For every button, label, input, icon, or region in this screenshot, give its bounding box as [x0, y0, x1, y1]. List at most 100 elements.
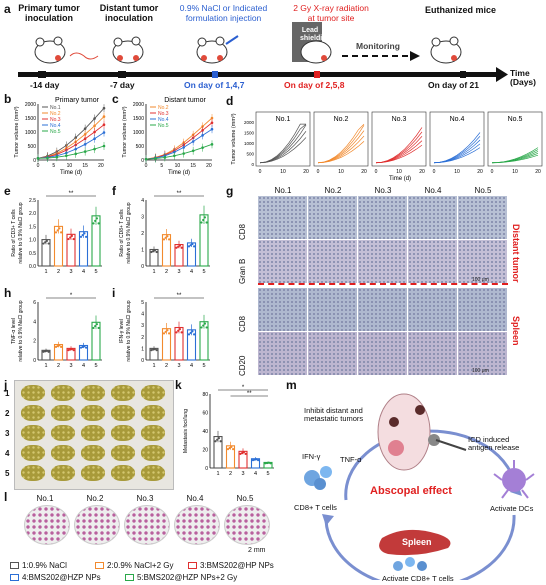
lung-specimen: [51, 405, 75, 421]
y-tick-label: 1000: [244, 141, 255, 146]
y-tick-label: 0: [33, 358, 36, 364]
monitoring-label: Monitoring: [356, 41, 400, 51]
lungs-photo: 1 2 3 4 5: [5, 380, 174, 490]
x-tick-label: 15: [190, 163, 196, 169]
data-point: [269, 462, 272, 465]
data-point: [102, 131, 106, 134]
lung-row-label: 5: [5, 469, 10, 478]
sig-marker: *: [242, 385, 245, 391]
y-axis-label: TNF-α level: [11, 318, 17, 344]
legend-item-2: 2:0.9% NaCl+2 Gy: [95, 561, 173, 570]
series-line-No.5: [145, 143, 213, 160]
scale-bar-label: 100 μm: [472, 368, 489, 374]
panel-letter-m: m: [286, 378, 297, 392]
cd8-text: CD8+ T cells: [294, 503, 337, 512]
scale-bar-label: 2 mm: [248, 547, 266, 554]
subplot-frame: [255, 111, 311, 167]
data-point: [93, 124, 96, 128]
lung-section-image: [74, 505, 120, 545]
panel-letter-f: f: [112, 184, 116, 198]
data-point: [210, 127, 214, 131]
data-point: [202, 324, 205, 327]
data-point: [193, 333, 196, 336]
x-tick-label: 5: [160, 163, 163, 169]
x-tick-label: 10: [175, 163, 181, 169]
histology-image: [408, 288, 457, 331]
y-tick-label: 2000: [244, 120, 255, 125]
data-point: [200, 326, 203, 329]
chart-title: Primary tumor: [55, 97, 100, 104]
data-point: [55, 155, 59, 159]
series-line-No.1: [37, 107, 105, 159]
data-point: [251, 459, 255, 462]
x-tick-label: 20: [206, 163, 212, 169]
legend-item-1: 1:0.9% NaCl: [10, 561, 67, 570]
histology-row-label: Gran B: [238, 258, 247, 284]
lung-specimen: [111, 405, 135, 421]
legend-item-4: 4:BMS202@HZP NPs: [10, 573, 101, 582]
lung-specimen: [111, 425, 135, 441]
data-point: [97, 326, 100, 330]
histology-image: [458, 288, 507, 331]
event-primary-inoculation: Primary tumor inoculation: [18, 3, 80, 23]
day-radiation: On day of 2,5,8: [284, 80, 345, 90]
y-axis-label: Tumor volume (mm³): [231, 113, 237, 164]
lung-section-image: [124, 505, 170, 545]
histology-image: [408, 196, 457, 239]
data-point: [93, 137, 96, 141]
data-point: [163, 156, 167, 159]
data-point: [60, 231, 63, 234]
histology-image: [358, 196, 407, 239]
mouse-curve: [317, 123, 365, 164]
ifn-level-chart: 0 1 2 3 4 5 IFN-γ level relative to 0.9% NaCl g…: [119, 293, 210, 369]
x-tick-label: 5: [266, 471, 269, 477]
lung-specimen: [81, 465, 105, 481]
y-tick-label: 0: [141, 264, 144, 270]
x-tick-label: 3: [177, 269, 180, 275]
data-point: [187, 333, 191, 336]
data-point: [152, 250, 155, 253]
data-point: [267, 461, 270, 464]
data-point: [239, 452, 242, 455]
data-point: [81, 234, 84, 237]
data-point: [216, 438, 219, 441]
y-tick-label: 1: [141, 346, 144, 352]
data-point: [93, 130, 96, 134]
subplot-title: No.2: [334, 116, 349, 123]
x-axis-label: Time (d): [389, 176, 411, 182]
subplot-frame: [429, 111, 485, 167]
data-point: [83, 127, 87, 130]
legend-label: No.4: [50, 123, 61, 129]
y-axis-label: Ratio of CD8+ T cells: [119, 209, 125, 257]
lung-specimen: [21, 425, 45, 441]
y-tick-label: 2: [141, 335, 144, 341]
chart-title: Distant tumor: [164, 97, 206, 104]
y-tick-label: 0.0: [29, 264, 36, 270]
series-line-No.5: [37, 145, 105, 159]
time-axis: [18, 72, 496, 77]
day-injection: On day of 1,4,7: [184, 80, 245, 90]
y-tick-label: 0.5: [29, 251, 36, 257]
data-point: [189, 331, 192, 334]
y-tick-label: 0: [251, 162, 254, 167]
x-tick-label: 2: [165, 363, 168, 369]
data-point: [74, 136, 78, 139]
data-point: [72, 237, 75, 241]
y-tick-label: 2.0: [29, 211, 36, 217]
x-tick-label: 15: [82, 163, 88, 169]
data-point: [42, 350, 45, 353]
data-point: [191, 140, 195, 143]
mouse-curve: [259, 123, 307, 164]
data-point: [187, 245, 191, 248]
histology-column-label: No.5: [474, 186, 492, 195]
data-point: [232, 448, 235, 451]
mouse-icon: [430, 36, 462, 64]
data-point: [253, 458, 256, 461]
data-point: [154, 157, 157, 160]
y-tick-label: 2.5: [29, 198, 36, 204]
y-tick-label: 500: [136, 144, 145, 150]
lung-specimen: [51, 425, 75, 441]
cd8-ratio-chart: 0 1 2 3 4 Ratio of CD8+ T cells relative to 0.…: [119, 191, 210, 275]
data-point: [42, 242, 45, 245]
x-tick-label: 5: [52, 163, 55, 169]
